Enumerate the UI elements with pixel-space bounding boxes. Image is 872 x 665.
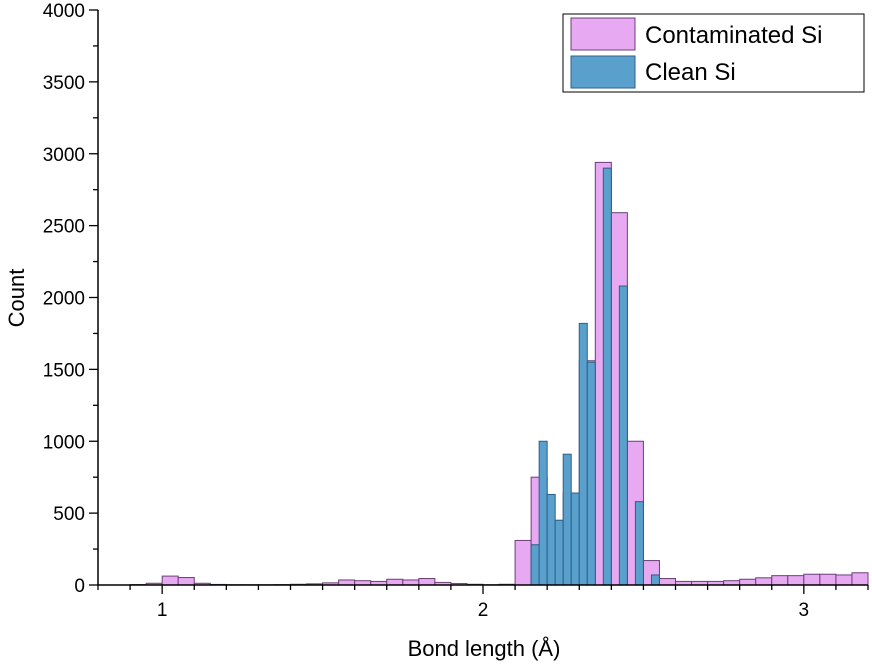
y-tick-label: 2500 [43, 217, 85, 238]
y-tick-label: 4000 [43, 1, 85, 22]
legend-swatch-contaminated-si [570, 17, 636, 51]
bar-contaminated-si [386, 578, 404, 586]
bar-contaminated-si [851, 572, 869, 586]
x-tick-label: 2 [478, 600, 489, 621]
y-tick-label: 3000 [43, 145, 85, 166]
bar-clean-si [650, 574, 660, 586]
bar-contaminated-si [739, 578, 757, 586]
y-tick-label: 2000 [43, 289, 85, 310]
bar-contaminated-si [658, 578, 677, 586]
y-tick-label: 0 [74, 576, 85, 597]
x-tick-label: 3 [799, 600, 810, 621]
legend: Contaminated Si Clean Si [562, 13, 865, 93]
bar-contaminated-si [835, 574, 853, 586]
bar-contaminated-si [338, 579, 356, 586]
bar-clean-si [578, 322, 588, 586]
y-axis-label: Count [4, 269, 29, 328]
bar-contaminated-si [418, 578, 436, 586]
series-clean-si [530, 167, 660, 586]
bar-clean-si [618, 285, 628, 586]
y-tick-label: 500 [53, 504, 85, 525]
bar-contaminated-si [755, 577, 773, 586]
bar-contaminated-si [771, 575, 789, 586]
bar-clean-si [570, 492, 580, 586]
tick-labels: 1 2 3 0 500 1000 1500 2000 2500 3000 3500 4000 [43, 1, 809, 621]
bar-contaminated-si [819, 573, 837, 586]
series-contaminated-si [129, 161, 869, 586]
x-tick-label: 1 [157, 600, 168, 621]
legend-label-contaminated-si: Contaminated Si [645, 22, 822, 49]
legend-swatch-clean-si [570, 55, 636, 89]
y-tick-label: 1000 [43, 432, 85, 453]
bar-clean-si [530, 544, 540, 586]
bar-clean-si [546, 493, 556, 586]
bar-clean-si [538, 440, 548, 586]
bar-clean-si [554, 519, 564, 586]
bar-contaminated-si [787, 575, 805, 586]
bar-contaminated-si [177, 577, 195, 586]
bar-contaminated-si [161, 575, 179, 586]
bar-contaminated-si [803, 573, 821, 586]
bar-clean-si [602, 167, 612, 586]
bar-clean-si [562, 453, 572, 586]
y-tick-label: 1500 [43, 360, 85, 381]
bar-contaminated-si [514, 539, 532, 586]
bar-contaminated-si [402, 579, 420, 586]
bar-clean-si [634, 501, 644, 586]
x-axis-label: Bond length (Å) [408, 636, 561, 661]
axes [89, 9, 869, 594]
bar-clean-si [586, 361, 596, 586]
legend-label-clean-si: Clean Si [645, 59, 736, 86]
y-tick-label: 3500 [43, 73, 85, 94]
